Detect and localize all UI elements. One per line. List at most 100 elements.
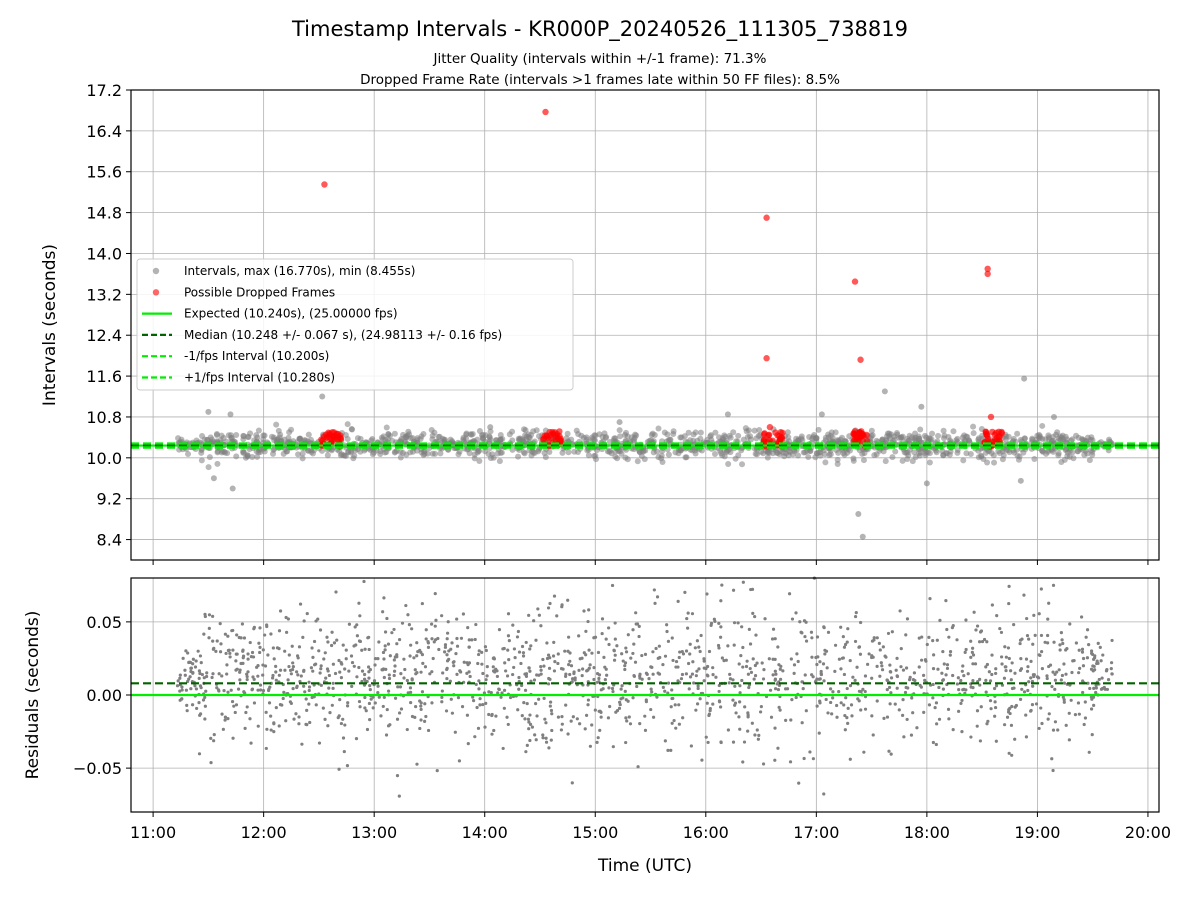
residual-point — [1074, 641, 1078, 645]
residual-point — [435, 769, 439, 773]
residual-point — [487, 690, 491, 694]
residual-point — [393, 664, 397, 668]
residual-point — [319, 683, 323, 687]
residual-point — [626, 633, 630, 637]
residual-point — [894, 668, 898, 672]
interval-point — [655, 425, 662, 432]
residual-point — [855, 665, 859, 669]
residual-point — [325, 667, 330, 671]
interval-point — [950, 428, 957, 435]
top-reference-lines — [131, 442, 1159, 449]
residual-point — [848, 658, 852, 663]
residual-point — [635, 684, 639, 689]
residual-point — [512, 647, 517, 651]
residual-point — [804, 709, 808, 713]
x-axis-label: Time (UTC) — [597, 856, 692, 876]
residual-point — [1039, 633, 1044, 638]
residual-point — [382, 657, 386, 661]
residual-point — [785, 687, 790, 691]
residual-point — [314, 703, 318, 707]
residual-point — [1007, 751, 1011, 755]
residual-point — [415, 762, 419, 766]
residual-point — [556, 715, 561, 719]
residual-point — [707, 713, 711, 718]
residual-point — [485, 674, 489, 678]
residual-point — [990, 603, 994, 607]
residual-point — [1077, 712, 1081, 716]
residual-point — [410, 714, 415, 719]
residual-point — [233, 710, 237, 715]
interval-point — [922, 449, 929, 456]
residual-point — [688, 675, 693, 679]
residual-point — [922, 710, 926, 714]
residual-point — [607, 642, 611, 647]
residual-point — [684, 649, 689, 653]
residual-point — [737, 662, 741, 666]
residual-point — [705, 701, 709, 705]
residual-point — [311, 669, 315, 673]
residual-point — [395, 774, 400, 778]
residual-point — [984, 690, 988, 694]
interval-point — [616, 427, 623, 434]
residual-point — [385, 707, 389, 712]
dropped-frame-point — [769, 437, 776, 444]
residual-point — [1029, 708, 1033, 713]
interval-point — [478, 432, 485, 439]
bottom-y-tick-label: 0.00 — [86, 686, 122, 705]
residual-point — [631, 628, 635, 632]
interval-point — [1017, 477, 1024, 484]
residual-point — [904, 685, 908, 690]
residual-point — [272, 721, 276, 725]
residual-point — [324, 676, 328, 680]
residual-point — [1094, 683, 1098, 687]
dropped-frame-point — [998, 428, 1005, 436]
residual-point — [784, 718, 788, 722]
residual-point — [638, 672, 642, 676]
residual-point — [761, 762, 766, 766]
residual-point — [1053, 687, 1057, 691]
residual-point — [665, 629, 669, 634]
residual-point — [352, 664, 356, 668]
residual-point — [360, 669, 365, 673]
interval-point — [210, 475, 217, 482]
residual-point — [353, 625, 357, 629]
residual-point — [271, 676, 275, 680]
residual-point — [373, 701, 377, 705]
residual-point — [815, 677, 819, 681]
residual-point — [223, 632, 228, 636]
residual-point — [811, 757, 815, 761]
residual-point — [604, 667, 608, 671]
residual-point — [969, 735, 973, 739]
residual-point — [548, 601, 552, 606]
residual-point — [506, 634, 511, 638]
residual-point — [724, 658, 728, 662]
residual-point — [1018, 697, 1023, 701]
residual-point — [1073, 713, 1078, 717]
residual-point — [467, 645, 471, 649]
dropped-frame-point — [853, 433, 860, 441]
residual-point — [597, 676, 601, 681]
interval-point — [596, 431, 603, 438]
residual-point — [520, 714, 524, 718]
residual-point — [1051, 670, 1055, 674]
residual-point — [717, 700, 722, 704]
residual-point — [236, 687, 241, 691]
interval-point — [271, 437, 278, 444]
residual-point — [792, 671, 796, 675]
interval-point — [980, 455, 987, 462]
residual-point — [302, 668, 306, 672]
residual-point — [544, 721, 548, 725]
residual-point — [993, 714, 997, 718]
residual-point — [362, 579, 366, 584]
residual-point — [484, 648, 488, 653]
residual-point — [567, 635, 571, 639]
residual-point — [963, 650, 967, 654]
residual-point — [941, 687, 945, 691]
interval-point — [817, 452, 824, 459]
residual-point — [223, 718, 227, 722]
residual-point — [612, 658, 617, 662]
interval-point — [665, 451, 672, 458]
residual-point — [415, 641, 419, 645]
interval-point — [742, 425, 749, 432]
residual-point — [649, 707, 653, 712]
